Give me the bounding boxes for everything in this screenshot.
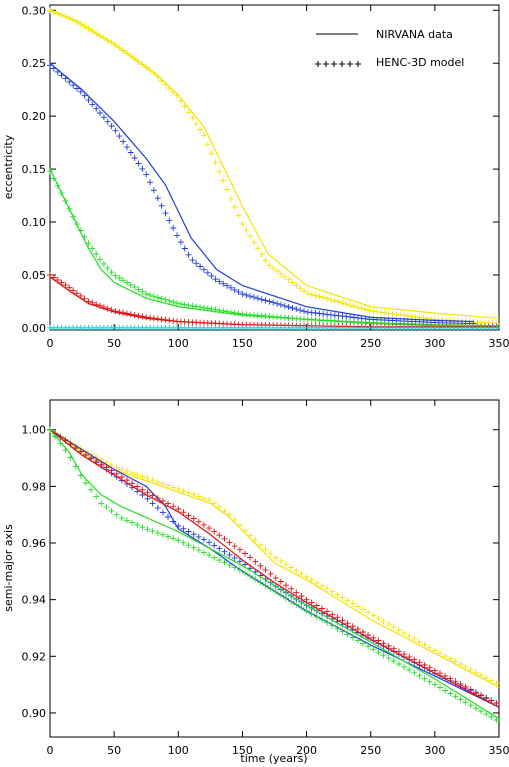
y-tick-label: 0.90 [22,707,47,720]
plot-frame [49,4,500,331]
blue-marker-series [47,62,477,327]
blue-marker-series [47,426,500,707]
y-tick-label: 0.25 [22,57,47,70]
blue-solid-line [49,62,474,323]
blue-solid-line [49,429,500,708]
y-tick-label: 0.15 [22,163,47,176]
x-tick-label: 50 [107,744,121,757]
x-tick-label: 200 [296,744,317,757]
y-axis-label: eccentricity [2,134,15,199]
y-tick-label: 0.30 [22,4,47,17]
red-marker-series [47,426,500,707]
x-tick-label: 0 [47,744,54,757]
green-solid-line [49,429,500,720]
data-series [47,426,500,723]
legend: NIRVANA data HENC-3D model [315,28,464,69]
x-tick-label: 350 [489,337,509,350]
yellow-marker-series [47,426,500,687]
x-tick-label: 150 [232,744,253,757]
green-marker-series [47,426,500,723]
x-tick-label: 250 [360,744,381,757]
legend-plus-markers [315,61,361,67]
y-tick-label: 0.00 [22,322,47,335]
axis-ticks: 0 50 100 150 200 250 300 350 0.00 0.05 0.10 0.15 0.2… [22,4,509,350]
x-tick-label: 300 [424,337,445,350]
legend-solid-label: NIRVANA data [376,28,453,41]
axis-ticks: 0 50 100 150 200 250 300 350 0.90 0.92 0.94 0.96 0.9… [22,400,509,757]
yellow-solid-line [49,9,500,319]
yellow-solid-line [49,429,500,688]
y-axis-label: semi-major axis [2,524,15,612]
y-tick-label: 0.20 [22,110,47,123]
cyan-marker-series [47,324,500,331]
y-tick-label: 0.05 [22,269,47,282]
x-tick-label: 300 [424,744,445,757]
y-tick-label: 0.10 [22,216,47,229]
y-tick-label: 0.96 [22,537,47,550]
x-tick-label: 100 [168,337,189,350]
data-series [47,7,500,331]
y-tick-label: 1.00 [22,424,47,437]
y-tick-label: 0.98 [22,480,47,493]
legend-marker-label: HENC-3D model [376,56,464,69]
legend-marker-sample [315,61,361,67]
x-tick-label: 150 [232,337,253,350]
x-tick-label: 0 [47,337,54,350]
plot-frame [49,399,500,738]
y-tick-label: 0.94 [22,594,47,607]
x-tick-label: 200 [296,337,317,350]
x-tick-label: 250 [360,337,381,350]
x-tick-label: 100 [168,744,189,757]
x-tick-label: 350 [489,744,509,757]
semi-major-axis-panel: semi-major axis time (years) 0 50 100 150 20… [2,399,509,765]
x-axis-label: time (years) [240,752,307,765]
x-tick-label: 50 [107,337,121,350]
eccentricity-panel: eccentricity 0 50 100 150 200 250 300 350 0.00 0.… [2,4,509,350]
y-tick-label: 0.92 [22,650,47,663]
